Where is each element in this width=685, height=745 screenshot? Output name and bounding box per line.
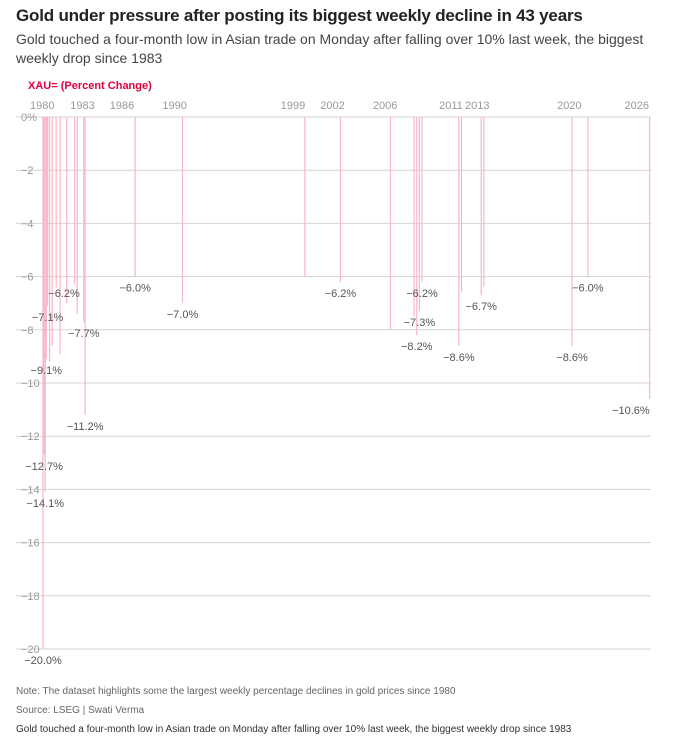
x-tick-label: 2002 xyxy=(320,100,344,112)
chart-caption: Gold touched a four-month low in Asian t… xyxy=(16,724,572,735)
bar xyxy=(48,117,51,362)
chart-source: Source: LSEG | Swati Verma xyxy=(16,705,145,716)
bar xyxy=(571,117,573,346)
y-tick-label: −2 xyxy=(21,165,34,177)
chart-subtitle: Gold touched a four-month low in Asian t… xyxy=(16,31,644,66)
bar xyxy=(59,117,61,354)
data-label: −12.7% xyxy=(25,461,63,473)
x-tick-label: 2011 xyxy=(439,100,463,112)
bar xyxy=(51,117,53,346)
x-tick-label: 1983 xyxy=(70,100,94,112)
data-label: −7.3% xyxy=(404,317,436,329)
bar xyxy=(83,117,85,322)
bar xyxy=(66,117,68,304)
y-tick-label: −4 xyxy=(21,218,34,230)
bar xyxy=(421,117,423,282)
data-label: −8.6% xyxy=(556,352,588,364)
data-label: −20.0% xyxy=(24,655,62,667)
bar xyxy=(649,117,651,399)
bar xyxy=(413,117,415,317)
data-label: −7.0% xyxy=(167,309,199,321)
bar xyxy=(42,117,44,649)
data-label: −8.6% xyxy=(443,352,475,364)
x-tick-label: 1986 xyxy=(110,100,134,112)
y-tick-label: −8 xyxy=(21,325,34,337)
x-tick-label: 1990 xyxy=(162,100,186,112)
bar xyxy=(389,117,392,330)
bar xyxy=(45,117,47,360)
series-label: XAU= (Percent Change) xyxy=(28,80,152,92)
x-tick-label: 1980 xyxy=(30,100,54,112)
x-tick-label: 1999 xyxy=(281,100,305,112)
bar xyxy=(339,117,342,282)
data-label: −14.1% xyxy=(26,498,64,510)
bar xyxy=(76,117,78,314)
x-tick-label: 2013 xyxy=(465,100,489,112)
data-label: −6.2% xyxy=(325,288,357,300)
y-tick-label: −20 xyxy=(21,644,40,656)
data-label: −10.6% xyxy=(612,405,650,417)
y-tick-label: −16 xyxy=(21,538,40,550)
data-label: −6.0% xyxy=(119,283,151,295)
bar xyxy=(483,117,485,288)
bar xyxy=(304,117,306,277)
data-label: −6.2% xyxy=(406,288,438,300)
y-tick-label: −18 xyxy=(21,591,40,603)
bar-chart: 0% −2 −4 −6 −8 −10 −12 −14 −16 −18 −20 1980 1983 1986… xyxy=(16,100,651,667)
bar xyxy=(458,117,460,346)
data-label: −11.2% xyxy=(67,421,104,433)
bar xyxy=(73,117,76,285)
data-label: −7.7% xyxy=(68,328,100,340)
x-tick-label: 2020 xyxy=(557,100,581,112)
y-tick-label: 0% xyxy=(21,112,37,124)
bar xyxy=(587,117,589,277)
y-tick-label: −14 xyxy=(21,484,40,496)
data-label: −6.0% xyxy=(572,283,604,295)
y-tick-label: −12 xyxy=(21,431,40,443)
x-tick-label: 2006 xyxy=(373,100,397,112)
y-tick-label: −10 xyxy=(21,378,40,390)
bar xyxy=(55,117,57,288)
bar xyxy=(181,117,184,304)
bar xyxy=(480,117,482,296)
data-label: −9.1% xyxy=(31,365,63,377)
bar xyxy=(47,117,49,306)
data-label: −7.1% xyxy=(32,312,64,324)
chart-note: Note: The dataset highlights some the la… xyxy=(16,686,456,697)
x-tick-label: 2026 xyxy=(625,100,649,112)
bar xyxy=(416,117,418,336)
bar xyxy=(134,117,136,277)
data-label: −6.7% xyxy=(465,301,497,313)
bar xyxy=(84,117,86,415)
bar xyxy=(43,117,45,455)
bar xyxy=(460,117,463,293)
data-label: −8.2% xyxy=(401,341,433,353)
data-label: −6.2% xyxy=(48,288,80,300)
chart-title: Gold under pressure after posting its bi… xyxy=(16,6,583,25)
bar xyxy=(44,117,46,493)
bar xyxy=(418,117,420,312)
y-tick-label: −6 xyxy=(21,272,34,284)
